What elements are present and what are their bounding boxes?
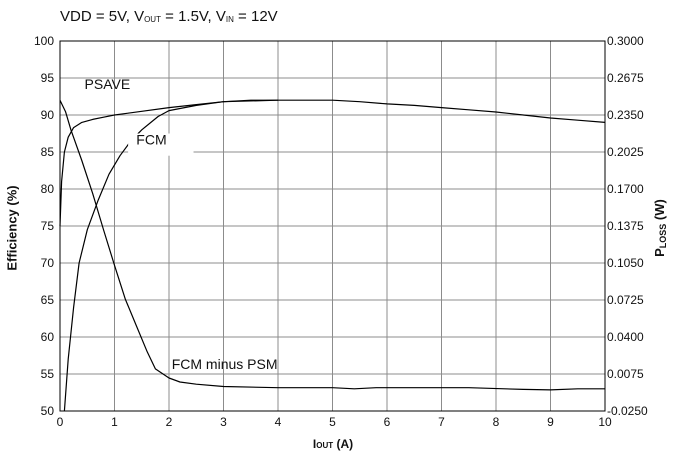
y-left-tick-label: 60 [41, 330, 55, 344]
chart-title: VDD = 5V, VOUT = 1.5V, VIN = 12V [60, 8, 278, 25]
series-line-fcm [63, 99, 279, 412]
y-right-tick-label: 0.1700 [607, 182, 644, 196]
grid [60, 41, 605, 411]
annotation-backdrop [128, 133, 194, 156]
series-line-ploss [59, 99, 605, 391]
x-tick-label: 9 [547, 415, 554, 429]
x-tick-label: 7 [438, 415, 445, 429]
series-line-psave [59, 99, 606, 227]
y-right-tick-label: 0.3000 [607, 34, 644, 48]
y-right-tick-label: 0.0400 [607, 330, 644, 344]
annotation-psave: PSAVE [85, 76, 131, 92]
y-right-tick-label: 0.2025 [607, 145, 644, 159]
x-tick-label: 2 [166, 415, 173, 429]
annotation-fcm: FCM [136, 132, 166, 148]
y-right-tick-label: 0.2350 [607, 108, 644, 122]
annotation-ploss: FCM minus PSM [172, 356, 278, 372]
plot-frame [59, 40, 606, 412]
y-left-tick-label: 100 [34, 34, 54, 48]
y-left-tick-label: 70 [41, 256, 55, 270]
y-right-tick-label: 0.1375 [607, 219, 644, 233]
y-left-tick-label: 55 [41, 367, 55, 381]
x-tick-label: 0 [57, 415, 64, 429]
y-left-tick-label: 80 [41, 182, 55, 196]
x-tick-label: 4 [275, 415, 282, 429]
y-left-tick-label: 95 [41, 71, 55, 85]
y-left-tick-label: 75 [41, 219, 55, 233]
y-right-tick-label: 0.0725 [607, 293, 644, 307]
y-left-tick-label: 90 [41, 108, 55, 122]
y-right-tick-label: 0.2675 [607, 71, 644, 85]
x-tick-label: 8 [493, 415, 500, 429]
tick-labels: 0 1 2 3 4 5 6 7 8 9 10 50 55 60 65 70 75 80 85 90 95 100 -0.02… [34, 34, 648, 429]
y-right-tick-label: 0.1050 [607, 256, 644, 270]
y-right-tick-label: -0.0250 [607, 404, 648, 418]
series-lines [59, 99, 606, 412]
x-tick-label: 6 [384, 415, 391, 429]
x-tick-label: 5 [329, 415, 336, 429]
annotations: PSAVE FCM FCM minus PSM [85, 76, 278, 372]
y-left-tick-label: 65 [41, 293, 55, 307]
y-left-tick-label: 50 [41, 404, 55, 418]
y-left-tick-label: 85 [41, 145, 55, 159]
x-axis-label: IOUT (A) [312, 437, 354, 451]
x-tick-label: 1 [111, 415, 118, 429]
x-tick-label: 3 [220, 415, 227, 429]
x-tick-label: 10 [598, 415, 612, 429]
y-right-tick-label: 0.0075 [607, 367, 644, 381]
